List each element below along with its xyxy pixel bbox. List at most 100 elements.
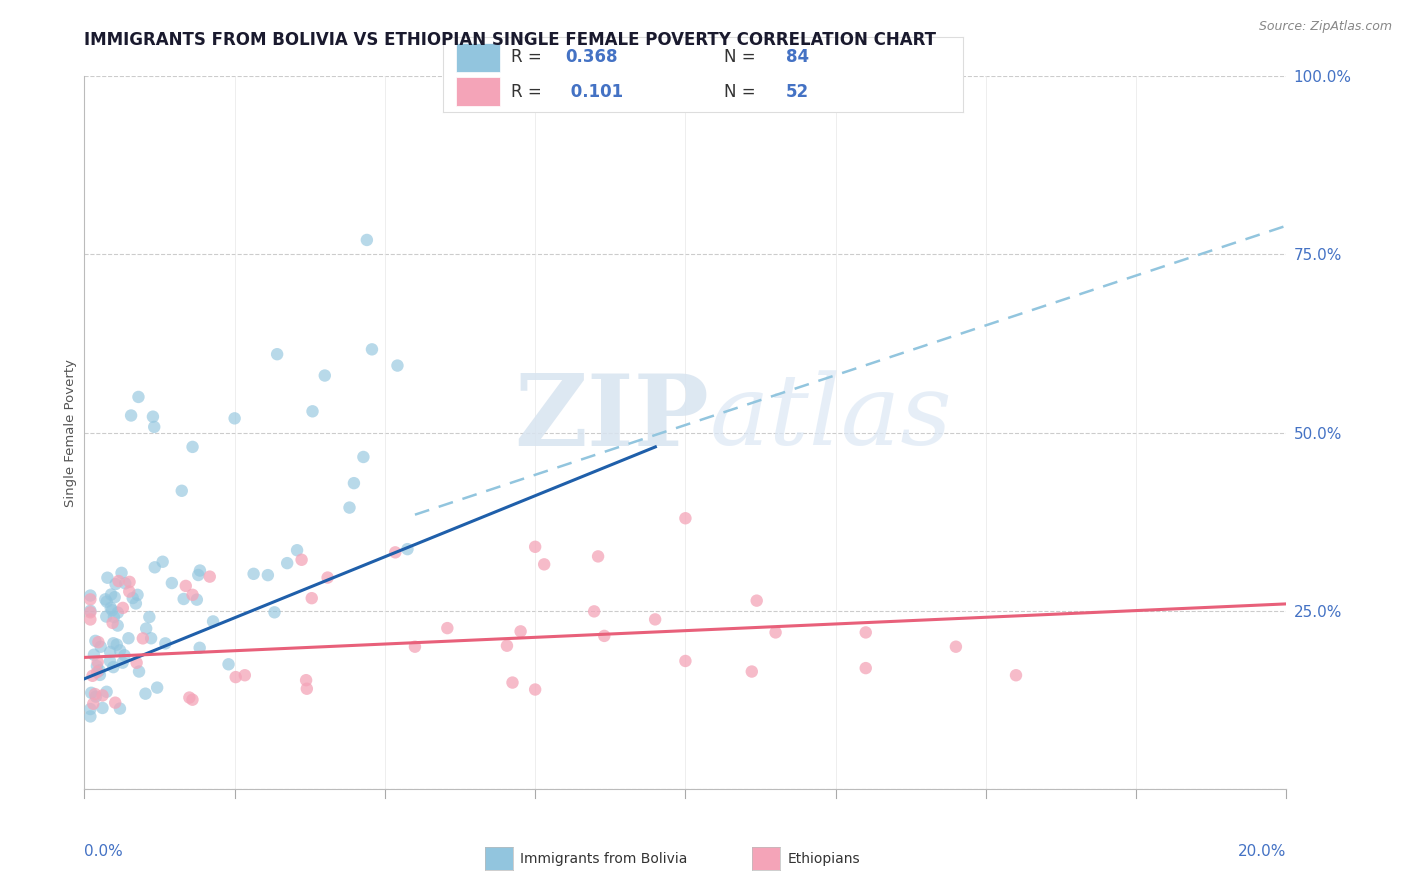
- Point: [79, 612, 101, 626]
- Point: [79, 605, 101, 619]
- Point: [118, 574, 141, 589]
- Point: [170, 483, 193, 498]
- Text: 0.101: 0.101: [565, 83, 623, 101]
- Text: R =: R =: [510, 83, 547, 101]
- Point: [356, 233, 378, 247]
- Point: [84, 633, 107, 648]
- Point: [396, 542, 419, 557]
- Point: [675, 511, 697, 525]
- Point: [83, 648, 105, 662]
- Point: [91, 701, 114, 715]
- Point: [496, 639, 519, 653]
- Point: [179, 690, 201, 705]
- Point: [257, 568, 280, 582]
- Point: [94, 592, 117, 607]
- Y-axis label: Single Female Poverty: Single Female Poverty: [65, 359, 77, 507]
- Point: [276, 556, 298, 570]
- Point: [301, 404, 323, 418]
- Point: [121, 591, 143, 605]
- Point: [173, 592, 195, 607]
- Point: [89, 664, 111, 678]
- Point: [91, 689, 114, 703]
- Point: [100, 587, 122, 601]
- Point: [84, 690, 107, 704]
- Point: [202, 615, 225, 629]
- Point: [98, 654, 121, 668]
- Text: N =: N =: [724, 83, 761, 101]
- Point: [339, 500, 361, 515]
- Text: 84: 84: [786, 48, 810, 66]
- Point: [103, 660, 125, 674]
- Point: [127, 390, 149, 404]
- Point: [96, 609, 118, 624]
- Point: [225, 670, 247, 684]
- Text: N =: N =: [724, 48, 761, 66]
- Point: [188, 640, 211, 655]
- Text: R =: R =: [510, 48, 547, 66]
- Point: [125, 597, 148, 611]
- Point: [295, 673, 318, 688]
- Point: [855, 661, 877, 675]
- Point: [89, 668, 111, 682]
- Point: [87, 635, 110, 649]
- Point: [384, 545, 406, 559]
- Point: [82, 669, 104, 683]
- Point: [114, 648, 136, 663]
- Text: Immigrants from Bolivia: Immigrants from Bolivia: [520, 852, 688, 866]
- Point: [135, 622, 157, 636]
- Point: [745, 593, 768, 607]
- Point: [524, 682, 547, 697]
- Point: [98, 645, 121, 659]
- Point: [79, 702, 101, 716]
- Point: [266, 347, 288, 361]
- Point: [152, 555, 174, 569]
- Point: [533, 558, 555, 572]
- Point: [186, 592, 208, 607]
- Point: [107, 618, 129, 632]
- Point: [110, 566, 132, 580]
- Point: [103, 610, 125, 624]
- Point: [583, 604, 606, 618]
- Text: 52: 52: [786, 83, 810, 101]
- Text: Ethiopians: Ethiopians: [787, 852, 860, 866]
- Point: [218, 657, 240, 672]
- Text: atlas: atlas: [710, 371, 952, 466]
- Point: [104, 591, 127, 605]
- Point: [174, 579, 197, 593]
- Point: [86, 655, 108, 669]
- Point: [104, 696, 127, 710]
- Text: 20.0%: 20.0%: [1239, 845, 1286, 859]
- Text: 0.0%: 0.0%: [84, 845, 124, 859]
- Point: [233, 668, 256, 682]
- Point: [1005, 668, 1028, 682]
- Point: [105, 638, 128, 652]
- Point: [361, 343, 384, 357]
- Point: [79, 709, 101, 723]
- Text: IMMIGRANTS FROM BOLIVIA VS ETHIOPIAN SINGLE FEMALE POVERTY CORRELATION CHART: IMMIGRANTS FROM BOLIVIA VS ETHIOPIAN SIN…: [84, 31, 936, 49]
- Point: [188, 564, 211, 578]
- Point: [101, 603, 124, 617]
- FancyBboxPatch shape: [456, 44, 501, 71]
- Text: Source: ZipAtlas.com: Source: ZipAtlas.com: [1258, 20, 1392, 33]
- Text: ZIP: ZIP: [515, 370, 710, 467]
- Point: [111, 600, 134, 615]
- Point: [295, 681, 318, 696]
- Text: 0.368: 0.368: [565, 48, 617, 66]
- Point: [143, 560, 166, 574]
- Point: [436, 621, 458, 635]
- Point: [96, 685, 118, 699]
- Point: [79, 589, 101, 603]
- Point: [155, 636, 177, 650]
- Point: [134, 687, 156, 701]
- Point: [593, 629, 616, 643]
- Point: [143, 420, 166, 434]
- Point: [314, 368, 336, 383]
- Point: [96, 571, 118, 585]
- Point: [108, 643, 131, 657]
- Point: [107, 606, 129, 620]
- Point: [111, 656, 134, 670]
- Point: [114, 576, 136, 591]
- Point: [108, 701, 131, 715]
- Point: [132, 632, 155, 646]
- Point: [263, 605, 285, 619]
